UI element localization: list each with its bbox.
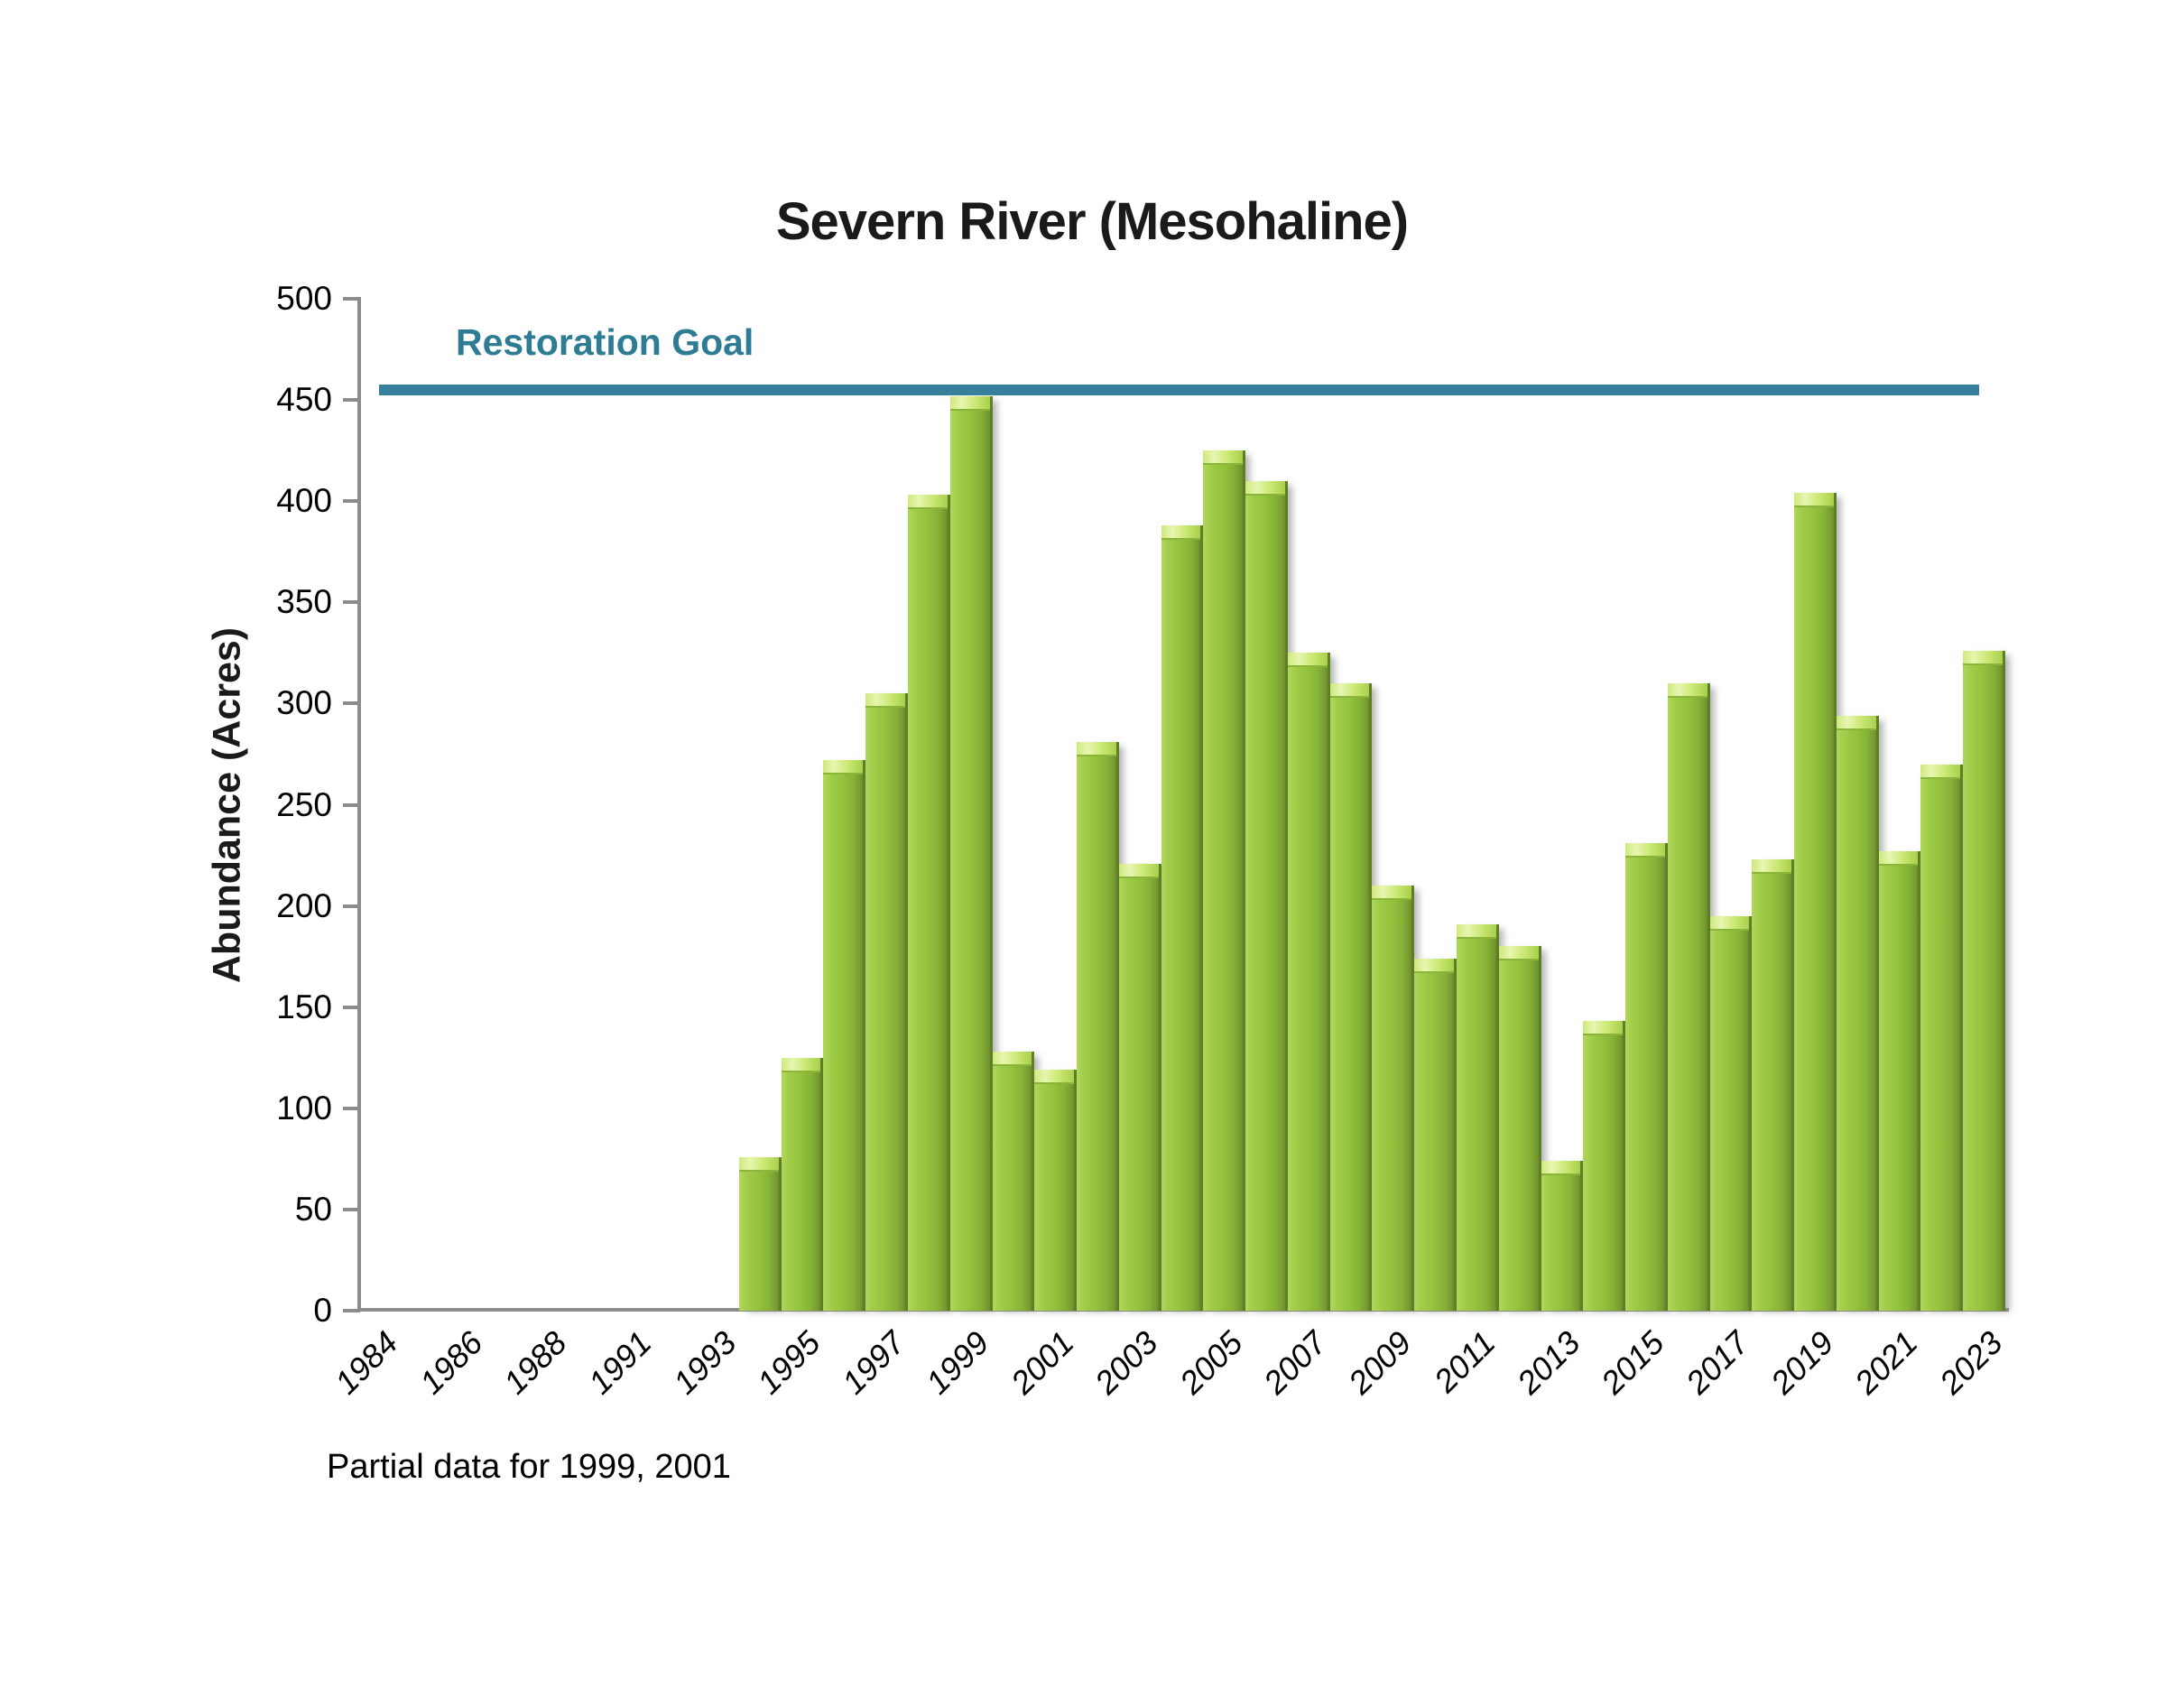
bar-1994 <box>738 1156 782 1311</box>
plot-area <box>359 299 2005 1311</box>
restoration-goal-line <box>379 384 1979 395</box>
bar-2004 <box>1161 525 1204 1311</box>
y-tick-mark-450 <box>343 398 360 403</box>
x-tick-label-2021: 2021 <box>1847 1323 1925 1402</box>
bar-1998 <box>908 495 950 1311</box>
x-tick-label-1991: 1991 <box>580 1323 659 1402</box>
y-tick-label-0: 0 <box>313 1292 332 1329</box>
bar-2015 <box>1625 843 1668 1311</box>
x-tick-label-2013: 2013 <box>1509 1323 1587 1402</box>
bar-2023 <box>1963 651 2005 1311</box>
x-tick-label-1984: 1984 <box>328 1323 405 1402</box>
x-tick-label-1986: 1986 <box>412 1323 490 1402</box>
y-tick-mark-300 <box>343 701 360 706</box>
y-tick-label-200: 200 <box>276 886 332 924</box>
x-tick-label-1993: 1993 <box>665 1323 744 1402</box>
y-tick-mark-100 <box>343 1106 360 1110</box>
x-tick-label-2001: 2001 <box>1003 1323 1081 1402</box>
bar-1999 <box>949 395 993 1311</box>
x-tick-label-2011: 2011 <box>1427 1323 1503 1400</box>
y-tick-label-150: 150 <box>276 988 332 1025</box>
x-tick-label-1988: 1988 <box>496 1323 575 1402</box>
bar-1996 <box>823 760 866 1311</box>
y-tick-mark-0 <box>343 1309 360 1312</box>
bar-2021 <box>1878 851 1921 1311</box>
bar-2017 <box>1709 915 1753 1311</box>
x-tick-label-1997: 1997 <box>834 1323 912 1402</box>
bar-2013 <box>1541 1161 1584 1311</box>
y-tick-mark-150 <box>343 1005 360 1009</box>
bar-2006 <box>1245 480 1288 1311</box>
bar-2009 <box>1372 886 1415 1311</box>
y-tick-label-400: 400 <box>276 482 332 520</box>
restoration-goal-label: Restoration Goal <box>456 321 754 363</box>
chart-title: Severn River (Mesohaline) <box>775 192 1409 251</box>
x-tick-label-2019: 2019 <box>1763 1323 1841 1402</box>
x-tick-label-2005: 2005 <box>1171 1323 1250 1402</box>
y-tick-label-100: 100 <box>276 1089 332 1127</box>
y-tick-mark-250 <box>343 802 360 807</box>
y-tick-mark-200 <box>343 904 360 908</box>
bar-2014 <box>1583 1021 1626 1311</box>
y-tick-label-50: 50 <box>294 1190 332 1228</box>
bar-2010 <box>1414 958 1457 1311</box>
bar-1995 <box>781 1057 824 1311</box>
bar-2002 <box>1077 742 1119 1311</box>
x-tick-label-2023: 2023 <box>1931 1323 2010 1402</box>
y-tick-label-300: 300 <box>276 684 332 722</box>
x-tick-label-2007: 2007 <box>1256 1323 1334 1402</box>
y-tick-mark-350 <box>343 600 360 605</box>
y-tick-label-450: 450 <box>276 381 332 419</box>
bar-2011 <box>1457 923 1499 1311</box>
bar-2018 <box>1752 859 1795 1311</box>
footnote: Partial data for 1999, 2001 <box>327 1448 731 1486</box>
bar-2008 <box>1329 682 1373 1311</box>
y-tick-mark-50 <box>343 1207 360 1211</box>
bar-2007 <box>1287 653 1330 1311</box>
bar-1997 <box>865 693 908 1311</box>
x-tick-label-2009: 2009 <box>1340 1323 1419 1402</box>
y-tick-mark-500 <box>343 297 360 301</box>
bar-2012 <box>1498 946 1541 1311</box>
x-tick-label-1999: 1999 <box>919 1323 996 1402</box>
bar-2003 <box>1118 863 1161 1311</box>
y-tick-label-250: 250 <box>276 785 332 823</box>
x-tick-label-2003: 2003 <box>1087 1323 1165 1402</box>
bar-2016 <box>1667 682 1710 1311</box>
y-tick-label-500: 500 <box>276 280 332 317</box>
bar-2019 <box>1794 493 1837 1311</box>
bar-2000 <box>992 1052 1035 1311</box>
y-tick-mark-400 <box>343 499 360 504</box>
x-tick-label-2015: 2015 <box>1594 1323 1672 1402</box>
x-tick-label-2017: 2017 <box>1678 1323 1756 1402</box>
bar-2020 <box>1836 715 1879 1311</box>
bar-2022 <box>1920 764 1964 1311</box>
y-tick-label-350: 350 <box>276 583 332 621</box>
bar-2005 <box>1203 450 1246 1311</box>
x-tick-label-1995: 1995 <box>750 1323 828 1402</box>
bar-2001 <box>1034 1070 1078 1311</box>
